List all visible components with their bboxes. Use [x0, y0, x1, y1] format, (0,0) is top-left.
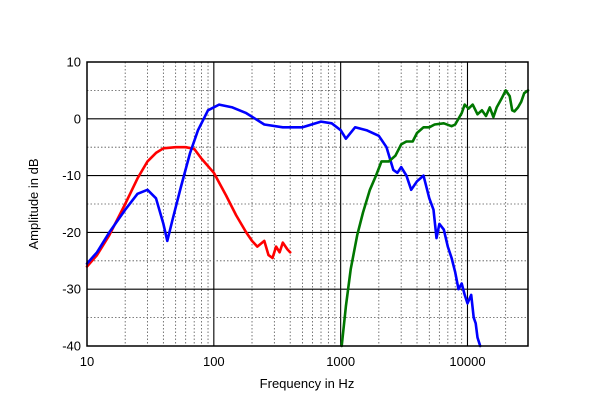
y-tick-label: -10	[62, 168, 81, 183]
series-line-red	[85, 145, 292, 268]
y-tick-label: 10	[67, 55, 81, 70]
x-tick-labels: 10 100 1000 10000	[80, 354, 486, 369]
y-tick-label: 0	[74, 111, 81, 126]
series-layer	[85, 89, 530, 348]
y-tick-label: -30	[62, 282, 81, 297]
x-tick-label: 100	[203, 354, 225, 369]
grid	[87, 62, 528, 346]
plot-frame	[86, 61, 529, 347]
y-tick-label: -40	[62, 339, 81, 354]
series-line-blue	[85, 103, 482, 348]
x-tick-label: 1000	[326, 354, 355, 369]
x-axis-label: Frequency in Hz	[260, 376, 355, 391]
series-line-green	[340, 89, 530, 348]
y-tick-label: -20	[62, 225, 81, 240]
x-tick-label: 10	[80, 354, 94, 369]
x-tick-label: 10000	[449, 354, 485, 369]
y-tick-labels: 10 0 -10 -20 -30 -40	[62, 55, 81, 354]
y-axis-label: Amplitude in dB	[26, 158, 41, 249]
